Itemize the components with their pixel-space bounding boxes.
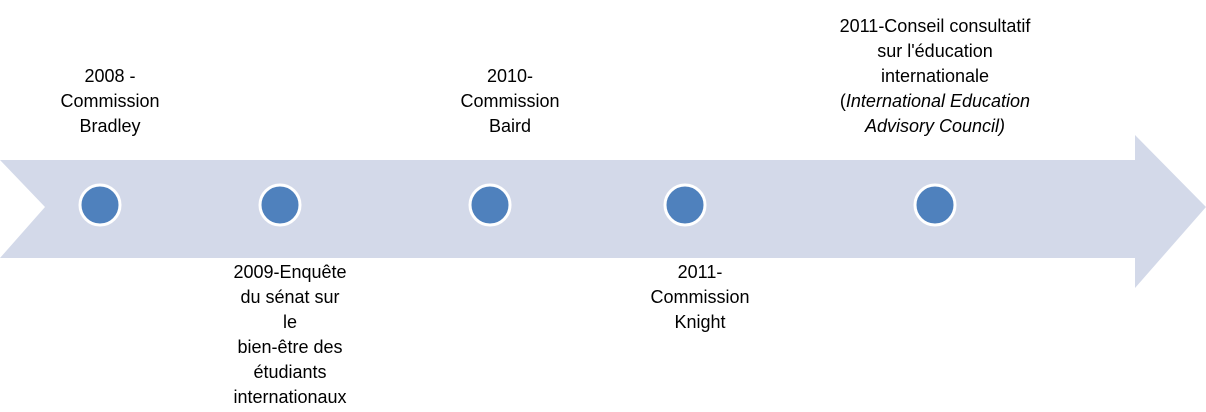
- event-label: Knight: [674, 312, 725, 332]
- event-label-part: International Education: [846, 91, 1030, 111]
- event-label: 2009-Enquête: [233, 262, 346, 282]
- event-label: bien-être des: [237, 337, 342, 357]
- timeline-node: [468, 183, 512, 227]
- event-label-part: Advisory Council): [864, 116, 1005, 136]
- timeline-node: [913, 183, 957, 227]
- event-label: internationale: [881, 66, 989, 86]
- event-label: (International Education: [840, 91, 1030, 111]
- event-label: 2008 -: [84, 66, 135, 86]
- event-label: Commission: [60, 91, 159, 111]
- event-label-part: (: [840, 91, 846, 111]
- event-label: Baird: [489, 116, 531, 136]
- event-label: Advisory Council): [864, 116, 1005, 136]
- event-label: 2010-: [487, 66, 533, 86]
- event-label: étudiants: [253, 362, 326, 382]
- event-label: Commission: [460, 91, 559, 111]
- event-label: 2011-: [678, 262, 723, 282]
- timeline-node: [663, 183, 707, 227]
- event-label: Bradley: [79, 116, 140, 136]
- event-label: 2011-Conseil consultatif: [840, 16, 1032, 36]
- event-label: Commission: [650, 287, 749, 307]
- event-label: sur l'éducation: [877, 41, 993, 61]
- timeline-arrow: [0, 135, 1206, 288]
- event-label: internationaux: [233, 387, 346, 407]
- timeline-node: [258, 183, 302, 227]
- event-label: le: [283, 312, 297, 332]
- timeline-node: [78, 183, 122, 227]
- event-label: du sénat sur: [240, 287, 339, 307]
